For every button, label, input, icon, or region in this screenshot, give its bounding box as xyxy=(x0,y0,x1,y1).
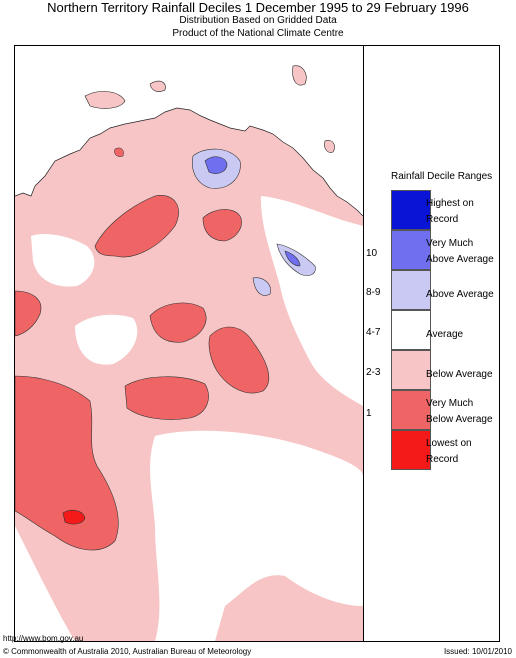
average-area-north xyxy=(31,234,95,287)
average-area-central xyxy=(75,314,138,365)
island-small-coast xyxy=(114,147,124,157)
source-url-link[interactable]: http://www.bom.gov.au xyxy=(3,634,84,643)
island-north-small xyxy=(149,80,166,92)
very-much-below-northwest xyxy=(94,195,179,258)
legend-swatch-average xyxy=(391,310,431,350)
legend-title: Rainfall Decile Ranges xyxy=(391,171,493,182)
legend-swatch-below xyxy=(391,350,431,390)
island-east xyxy=(324,140,335,153)
coastline xyxy=(15,107,363,217)
legend-label-lowest-line1: Lowest on xyxy=(426,438,472,449)
legend-decile-very-much-above: 10 xyxy=(366,248,378,259)
legend-label-highest-line1: Highest on xyxy=(426,198,474,209)
very-much-above-northeast xyxy=(204,156,228,174)
very-much-below-west xyxy=(15,290,42,337)
very-much-above-gulf-coast xyxy=(284,250,301,267)
legend-label-highest-line2: Record xyxy=(426,214,459,225)
very-much-below-central-north xyxy=(149,302,207,343)
legend-decile-below: 2-3 xyxy=(366,367,381,378)
legend-label-very-much-above-line2: Above Average xyxy=(426,254,494,265)
map-subtitle-distribution: Distribution Based on Gridded Data xyxy=(179,15,337,26)
map-frame: Rainfall Decile Ranges xyxy=(14,45,500,642)
legend-label-lowest-line2: Record xyxy=(426,454,459,465)
legend-label-highest: Highest on Record xyxy=(426,196,508,228)
legend-swatch-highest xyxy=(391,190,431,230)
above-average-small-east xyxy=(252,277,271,296)
legend-label-very-much-above-line1: Very Much xyxy=(426,238,474,249)
legend-label-average: Average xyxy=(426,329,464,340)
average-area-southeast xyxy=(150,430,363,641)
legend-label-above: Above Average xyxy=(426,289,494,300)
average-area-southwest xyxy=(15,526,75,641)
legend-swatch-lowest xyxy=(391,430,431,470)
ocean-north xyxy=(15,46,363,216)
island-groote xyxy=(292,65,307,86)
legend-label-lowest: Lowest on Record xyxy=(426,436,508,468)
map-title: Northern Territory Rainfall Deciles 1 De… xyxy=(47,0,469,15)
very-much-below-central xyxy=(124,376,209,420)
legend-swatch-very-much-above xyxy=(391,230,431,270)
legend-label-very-much-below-line1: Very Much xyxy=(426,398,474,409)
lowest-on-record-patch xyxy=(62,509,86,525)
legend-decile-very-much-below: 1 xyxy=(366,408,372,419)
copyright-text: © Commonwealth of Australia 2010, Austra… xyxy=(3,647,252,656)
legend-label-very-much-below: Very Much Below Average xyxy=(426,396,508,428)
legend-label-very-much-above: Very Much Above Average xyxy=(426,236,508,268)
very-much-below-northeast xyxy=(202,209,242,242)
very-much-below-central-east xyxy=(208,326,270,394)
legend-label-below: Below Average xyxy=(426,369,493,380)
very-much-below-southwest xyxy=(15,375,119,551)
legend-decile-average: 4-7 xyxy=(366,327,381,338)
legend-swatch-above xyxy=(391,270,431,310)
map-subtitle-product: Product of the National Climate Centre xyxy=(172,28,344,39)
issued-date: Issued: 10/01/2010 xyxy=(443,647,512,656)
island-tiwi xyxy=(84,91,126,109)
rainfall-map xyxy=(15,46,364,641)
legend-decile-above: 8-9 xyxy=(366,287,381,298)
legend-swatch-very-much-below xyxy=(391,390,431,430)
legend-label-very-much-below-line2: Below Average xyxy=(426,414,493,425)
